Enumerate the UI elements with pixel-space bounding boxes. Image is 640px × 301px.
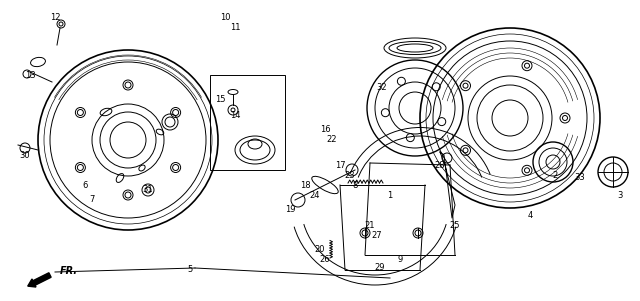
Text: 2: 2 <box>552 170 557 179</box>
Text: 9: 9 <box>397 256 403 265</box>
Text: 29: 29 <box>375 263 385 272</box>
Text: 31: 31 <box>143 185 154 194</box>
FancyArrow shape <box>28 273 51 287</box>
Text: 18: 18 <box>300 181 310 190</box>
Text: 19: 19 <box>285 206 295 215</box>
Text: 8: 8 <box>352 181 358 190</box>
Text: 28: 28 <box>435 160 445 169</box>
Text: 30: 30 <box>20 150 30 160</box>
Text: 32: 32 <box>377 83 387 92</box>
Text: 17: 17 <box>335 160 346 169</box>
Text: 1: 1 <box>387 191 392 200</box>
Text: 27: 27 <box>372 231 382 240</box>
Text: 10: 10 <box>220 14 230 23</box>
Text: 11: 11 <box>230 23 240 33</box>
Text: 25: 25 <box>450 221 460 229</box>
Text: 16: 16 <box>320 126 330 135</box>
Text: FR.: FR. <box>60 266 78 276</box>
Text: 24: 24 <box>310 191 320 200</box>
Text: 23: 23 <box>345 170 355 179</box>
Text: 3: 3 <box>618 191 623 200</box>
Text: 13: 13 <box>25 70 35 79</box>
Text: 12: 12 <box>50 14 60 23</box>
Text: 4: 4 <box>527 210 532 219</box>
Bar <box>210 75 285 170</box>
Text: 22: 22 <box>327 135 337 144</box>
Text: 15: 15 <box>215 95 225 104</box>
Text: 7: 7 <box>90 196 95 204</box>
Text: 14: 14 <box>230 110 240 119</box>
Text: 33: 33 <box>575 173 586 182</box>
Text: 26: 26 <box>320 256 330 265</box>
Text: 20: 20 <box>315 246 325 255</box>
Text: 21: 21 <box>365 221 375 229</box>
Text: 6: 6 <box>83 181 88 190</box>
Text: 5: 5 <box>188 265 193 275</box>
